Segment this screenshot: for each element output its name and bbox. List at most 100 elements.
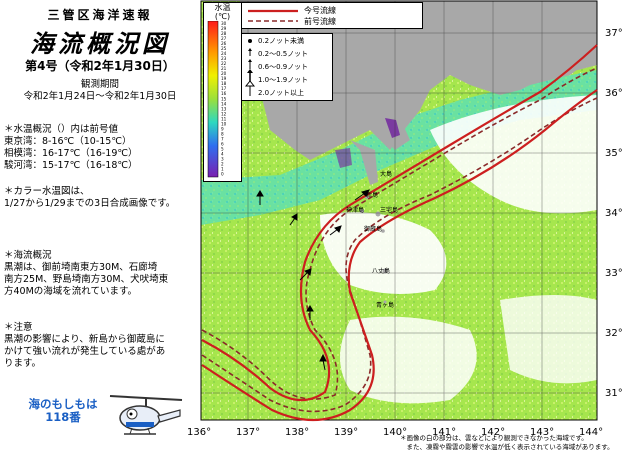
- longitude-label: 141°: [432, 427, 457, 438]
- current-line: [201, 89, 598, 422]
- arrow-legend-label-2: 0.2～0.5ノット: [258, 50, 309, 58]
- period-label: 観測期間: [80, 79, 119, 90]
- current-line-1: 黒潮は、御前埼南東方30M、石廊埼: [4, 262, 158, 273]
- temperature-tick-label: 5: [221, 147, 224, 152]
- temperature-tick-label: 11: [221, 116, 227, 121]
- temperature-tick-label: 9: [221, 126, 224, 131]
- helicopter-icon: [109, 395, 183, 435]
- temperature-tick-label: 8: [221, 131, 224, 136]
- current-line-legend: 今号流線 前号流線: [241, 2, 423, 29]
- temperature-tick-label: 10: [221, 121, 227, 126]
- temperature-tick-label: 25: [221, 46, 227, 51]
- observation-period: 令和2年1月24日～令和2年1月30日: [23, 91, 177, 102]
- color-map-note: ＊カラー水温図は、 1/27から1/29までの3日合成画像です。: [4, 186, 200, 210]
- map-frame: [200, 0, 598, 421]
- latitude-label: 33°: [605, 268, 623, 279]
- water-temp-tokyo: 東京湾：8-16℃（10-15℃）: [4, 136, 132, 147]
- temperature-tick-label: 13: [221, 106, 227, 111]
- temperature-legend-unit: (℃): [214, 12, 231, 21]
- graticule: [201, 1, 597, 420]
- longitude-label: 144°: [579, 427, 604, 438]
- issue-number: 第4号（令和2年1月30日）: [25, 59, 175, 73]
- motto-line-2: 118番: [45, 410, 81, 424]
- temperature-tick-label: 30: [221, 21, 227, 26]
- place-hachijo: 八丈島: [372, 268, 391, 275]
- water-temp-sagami: 相模湾：16-17℃（16-19℃）: [4, 148, 138, 159]
- current-heading: ＊海流概況: [4, 250, 52, 261]
- temperature-tick-label: 1: [221, 167, 224, 172]
- place-kozushima: 神津島: [346, 207, 365, 214]
- island-hachijo: [382, 268, 388, 274]
- water-temp-summary: ＊水温概況（）内は前号値 東京湾：8-16℃（10-15℃） 相模湾：16-17…: [4, 124, 200, 172]
- cloud-area: [320, 212, 447, 294]
- temperature-tick-label: 17: [221, 86, 227, 91]
- island-oshima: [372, 173, 378, 179]
- longitude-label: 140°: [383, 427, 408, 438]
- temperature-tick-label: 16: [221, 91, 227, 96]
- emergency-motto: 海のもしもは 118番: [8, 398, 118, 424]
- longitude-label: 143°: [530, 427, 555, 438]
- latitude-label: 36°: [605, 88, 623, 99]
- temperature-color-scale: 3029282726252423222120191817161514131211…: [207, 20, 227, 178]
- arrow-legend-label-1: 0.2ノット未満: [258, 37, 304, 45]
- land-izu-peninsula: [350, 140, 378, 185]
- temperature-tick-label: 27: [221, 36, 227, 41]
- temperature-tick-label: 4: [221, 152, 224, 157]
- previous-line-label: 前号流線: [304, 17, 336, 26]
- latitude-label: 31°: [605, 388, 623, 399]
- temperature-legend-heading: 水温: [214, 3, 231, 12]
- current-arrows: [256, 189, 370, 371]
- longitude-label: 139°: [334, 427, 359, 438]
- caution-note: ＊注意 黒潮の影響により、新島から御蔵島に かけて強い流れが発生している處があ …: [4, 322, 200, 370]
- place-miyake: 三宅島: [380, 207, 399, 214]
- temperature-tick-label: 7: [221, 137, 224, 142]
- arrow-legend-icons: [244, 39, 256, 96]
- temperature-tick-label: 23: [221, 56, 227, 61]
- island-aogashima: [383, 300, 387, 304]
- latitude-label: 34°: [605, 208, 623, 219]
- temperature-tick-label: 28: [221, 31, 227, 36]
- temperature-tick-label: 12: [221, 111, 227, 116]
- arrow-legend-label-3: 0.6～0.9ノット: [258, 63, 309, 71]
- cloud-area: [500, 295, 597, 384]
- temperature-tick-label: 18: [221, 81, 227, 86]
- latitude-label: 35°: [605, 148, 623, 159]
- temperature-tick-label: 21: [221, 66, 227, 71]
- arrow-legend-label-5: 2.0ノット以上: [258, 89, 304, 97]
- longitude-label: 136°: [187, 427, 212, 438]
- caution-line-2: かけて強い流れが発生している處があ: [4, 346, 166, 357]
- caution-line-3: ります。: [4, 358, 42, 369]
- color-map-line2: 1/27から1/29までの3日合成画像です。: [4, 198, 176, 209]
- arrow-speed-legend: 0.2ノット未満 0.2～0.5ノット 0.6～0.9ノット 1.0～1.9ノッ…: [241, 33, 333, 101]
- current-line-label: 今号流線: [304, 6, 336, 15]
- latitude-label: 37°: [605, 28, 623, 39]
- previous-current-line: [201, 67, 598, 400]
- caution-heading: ＊注意: [4, 322, 33, 333]
- temperature-tick-label: 0: [221, 172, 224, 177]
- temperature-tick-label: 2: [221, 162, 224, 167]
- motto-line-1: 海のもしもは: [28, 397, 98, 411]
- water-temp-heading: ＊水温概況（）内は前号値: [4, 124, 119, 135]
- info-panel: 三管区海洋速報 海流概況図 第4号（令和2年1月30日） 観測期間 令和2年1月…: [0, 0, 200, 458]
- page-title: 海流概況図: [30, 30, 170, 58]
- color-map-line1: ＊カラー水温図は、: [4, 186, 90, 197]
- longitude-label: 142°: [481, 427, 506, 438]
- current-line: [201, 44, 598, 402]
- footnote-line-1: ＊画像の白の部分は、雲などにより観測できなかった海域です。: [400, 434, 588, 442]
- island-kozushima: [360, 209, 364, 213]
- latitude-label: 32°: [605, 328, 623, 339]
- temperature-tick-label: 22: [221, 61, 227, 66]
- longitude-label: 138°: [285, 427, 310, 438]
- place-niijima: 新島: [366, 192, 379, 199]
- cloud-area: [340, 316, 477, 404]
- arrow-legend-label-4: 1.0～1.9ノット: [258, 76, 309, 84]
- water-temp-suruga: 駿河湾：15-17℃（16-18℃）: [4, 160, 138, 171]
- temperature-tick-label: 3: [221, 157, 224, 162]
- temperature-tick-label: 26: [221, 41, 227, 46]
- organization-name: 三管区海洋速報: [47, 8, 153, 22]
- longitude-label: 137°: [236, 427, 261, 438]
- temperature-tick-label: 14: [221, 101, 227, 106]
- current-summary: ＊海流概況 黒潮は、御前埼南東方30M、石廊埼 南方25M、野島埼南方30M、犬…: [4, 250, 200, 298]
- temperature-tick-label: 29: [221, 26, 227, 31]
- island-mikura: [381, 229, 385, 233]
